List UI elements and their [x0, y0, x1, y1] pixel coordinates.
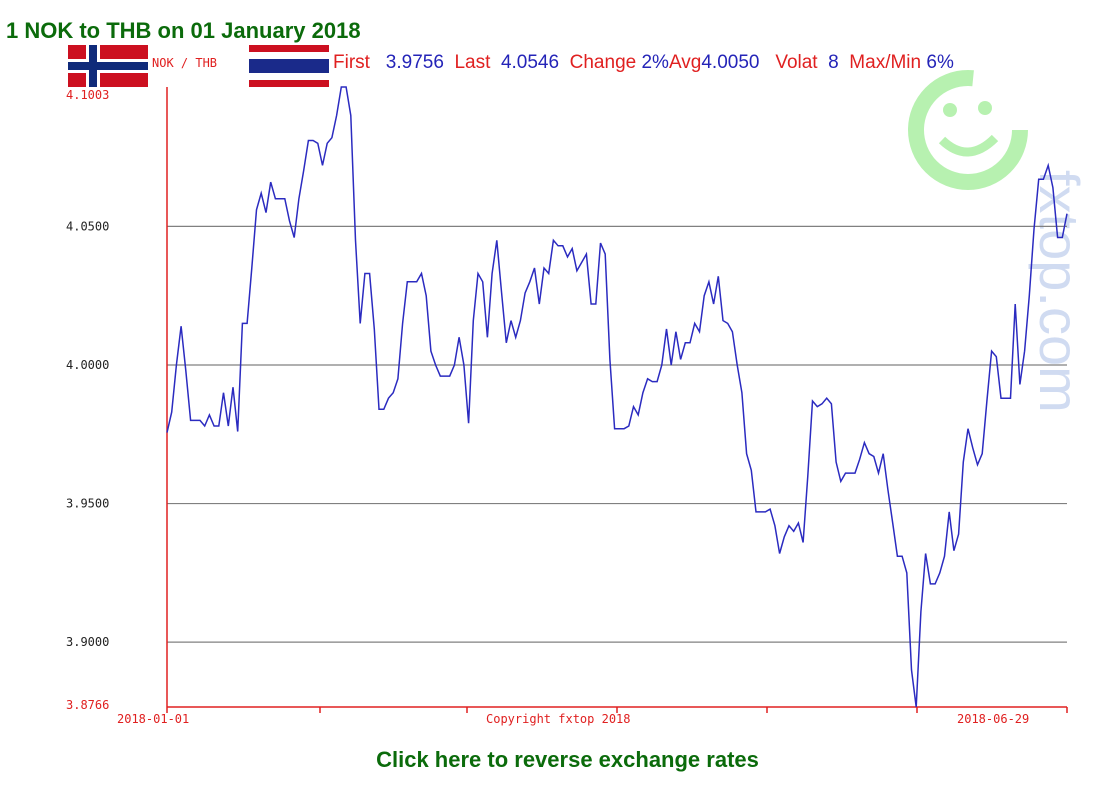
thailand-flag-icon [249, 45, 329, 87]
x-end-label: 2018-06-29 [957, 712, 1029, 726]
y-tick-label: 4.0500 [66, 219, 109, 233]
series-line [166, 86, 1068, 708]
volat-value: 8 [828, 52, 839, 73]
avg-label: Avg [668, 52, 702, 73]
page-title: 1 NOK to THB on 01 January 2018 [6, 18, 361, 43]
x-start-label: 2018-01-01 [117, 712, 189, 726]
exchange-rate-chart: fxtop.com 3.8766 3.9000 3.9500 4.0000 4.0500… [66, 70, 1091, 726]
change-value: 2% [641, 52, 669, 73]
y-tick-label: 3.9000 [66, 635, 109, 649]
y-tick-label: 4.1003 [66, 88, 109, 102]
first-value: 3.9756 [385, 52, 444, 73]
last-value: 4.0546 [500, 52, 560, 73]
maxmin-value: 6% [926, 52, 954, 73]
maxmin-label: Max/Min [849, 52, 922, 73]
y-tick-label: 4.0000 [66, 358, 109, 372]
currency-pair-label: NOK / THB [152, 56, 218, 70]
avg-value: 4.0050 [701, 52, 760, 73]
first-label: First [333, 52, 370, 73]
norway-flag-icon [68, 45, 148, 87]
last-label: Last [454, 52, 491, 73]
fxtop-watermark: fxtop.com [908, 70, 1091, 413]
reverse-rates-link[interactable]: Click here to reverse exchange rates [376, 747, 759, 772]
grid-lines [167, 225, 1067, 643]
change-label: Change [569, 52, 637, 73]
y-tick-label: 3.8766 [66, 698, 109, 712]
x-axis-labels: 2018-01-01 Copyright fxtop 2018 2018-06-… [117, 712, 1029, 726]
watermark-text: fxtop.com [1028, 170, 1091, 413]
y-axis-tick-labels: 3.8766 3.9000 3.9500 4.0000 4.0500 4.1003 [66, 88, 109, 712]
volat-label: Volat [775, 52, 818, 73]
y-tick-label: 3.9500 [66, 497, 109, 511]
statistics-bar: First 3.9756 Last 4.0546 Change 2%Avg4.0… [333, 51, 954, 75]
x-axis-ticks [166, 707, 1068, 713]
copyright-label: Copyright fxtop 2018 [486, 712, 631, 726]
